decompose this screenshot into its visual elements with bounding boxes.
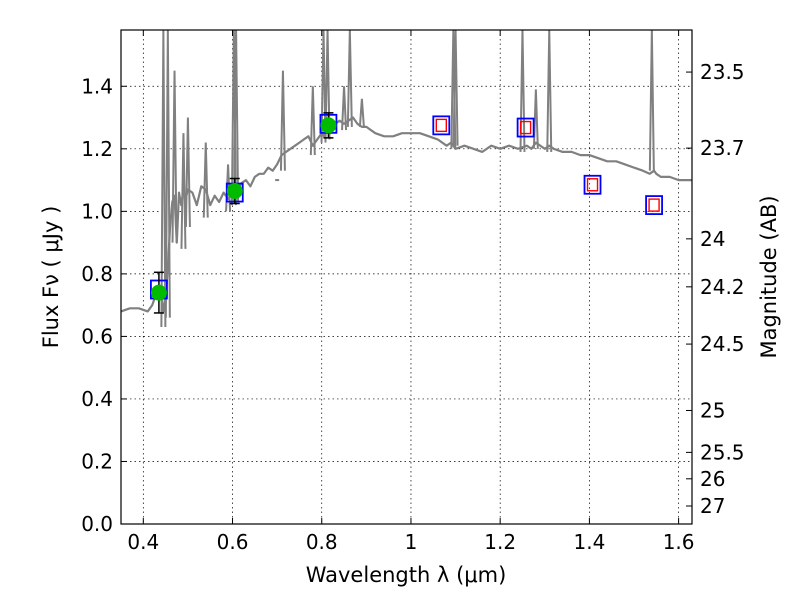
predicted-flux-marker bbox=[586, 178, 599, 192]
x-tick-label: 0.8 bbox=[306, 530, 338, 554]
mag-tick-label: 23.5 bbox=[700, 60, 745, 84]
spectrum-spike bbox=[160, 29, 167, 328]
observed-flux-point bbox=[150, 284, 167, 301]
predicted-flux-marker bbox=[435, 118, 447, 133]
marker-layer bbox=[150, 112, 663, 314]
y-tick-label: 0.6 bbox=[81, 324, 113, 348]
model-flux-marker bbox=[645, 195, 663, 215]
mag-tick-label: 24 bbox=[700, 227, 725, 251]
y-tick-label: 1.0 bbox=[81, 199, 113, 223]
x-tick-label: 0.4 bbox=[127, 530, 159, 554]
spectrum-spike bbox=[184, 117, 191, 227]
model-flux-marker bbox=[432, 115, 451, 136]
predicted-flux-marker bbox=[648, 198, 660, 212]
mag-tick-label: 23.7 bbox=[700, 136, 745, 160]
spectrum-spike bbox=[358, 98, 365, 127]
mag-tick-label: 27 bbox=[700, 494, 725, 518]
x-tick-label: 1 bbox=[405, 530, 418, 554]
mag-tick-label: 25.5 bbox=[700, 440, 745, 464]
spectrum-spike bbox=[546, 29, 553, 152]
spectrum-layer bbox=[120, 29, 692, 328]
y-tick-label: 0.8 bbox=[81, 262, 113, 286]
x-axis-title: Wavelength λ (μm) bbox=[306, 563, 507, 587]
y-tick-label: 1.2 bbox=[81, 137, 113, 161]
mag-tick-label: 24.5 bbox=[700, 332, 745, 356]
mag-tick-label: 25 bbox=[700, 398, 725, 422]
mag-tick-label: 24.2 bbox=[700, 275, 745, 299]
x-tick-label: 1.2 bbox=[484, 530, 516, 554]
observed-flux-point bbox=[320, 117, 337, 134]
y-tick-label: 0.0 bbox=[81, 512, 113, 536]
predicted-flux-marker bbox=[519, 120, 532, 135]
spectrum-spike bbox=[532, 89, 539, 149]
spectrum-spike bbox=[202, 142, 209, 218]
y-axis-title: Flux Fν ( μJy ) bbox=[39, 206, 63, 349]
observed-flux-point bbox=[226, 183, 243, 200]
y-tick-label: 1.4 bbox=[81, 74, 113, 98]
x-tick-label: 0.6 bbox=[217, 530, 249, 554]
spectrum-spike bbox=[279, 70, 286, 171]
y-tick-label: 0.4 bbox=[81, 387, 113, 411]
spectrum-spike bbox=[346, 29, 353, 127]
x-tick-label: 1.6 bbox=[663, 530, 695, 554]
spectrum-spike bbox=[341, 86, 348, 131]
grid-layer bbox=[121, 30, 692, 525]
spectrum-spike bbox=[171, 70, 178, 243]
model-flux-marker bbox=[583, 174, 602, 195]
spectrum-spike bbox=[648, 29, 655, 171]
spectrum-spike bbox=[309, 86, 316, 156]
x-tick-label: 1.4 bbox=[573, 530, 605, 554]
mag-tick-label: 26 bbox=[700, 467, 725, 491]
y-tick-label: 0.2 bbox=[81, 449, 113, 473]
plot-frame bbox=[120, 29, 693, 525]
y2-axis-title: Magnitude (AB) bbox=[757, 195, 781, 358]
model-flux-marker bbox=[516, 117, 535, 138]
tick-layer: 0.4 0.6 0.8 1 1.2 1.4 1.6 0.0 0.2 0.4 0.6 0.8 1.0 1.2… bbox=[81, 30, 745, 554]
spectrum-spike bbox=[180, 133, 187, 249]
